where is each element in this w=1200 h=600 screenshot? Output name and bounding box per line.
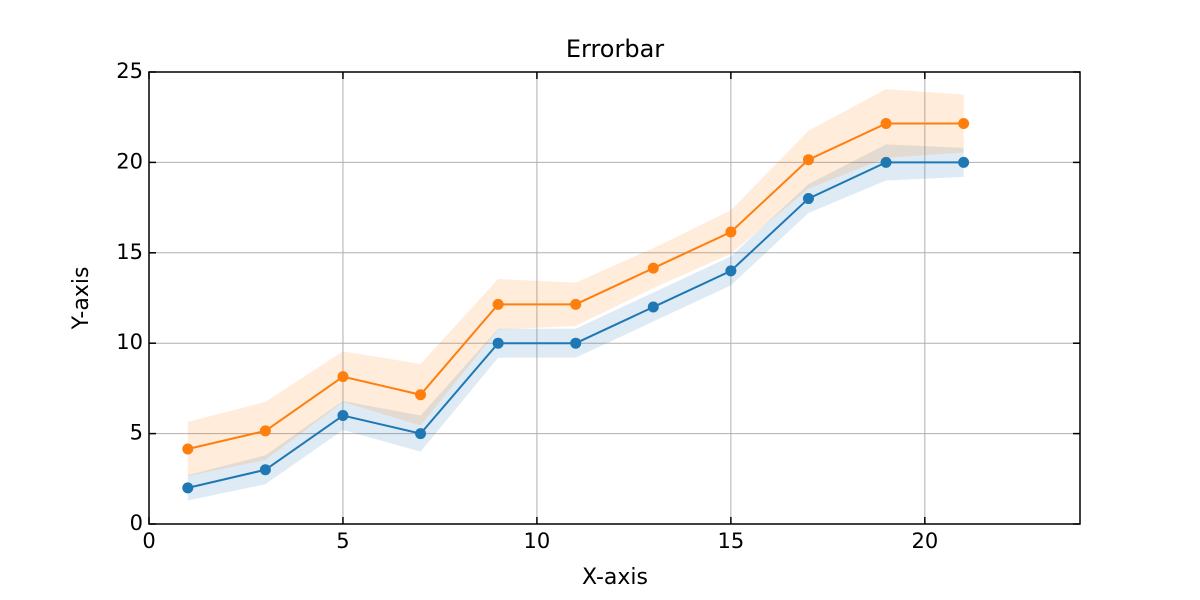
- data-point: [802, 193, 814, 205]
- data-point: [259, 425, 271, 437]
- data-point: [492, 298, 504, 310]
- data-point: [958, 118, 970, 130]
- data-point: [647, 262, 659, 274]
- data-point: [492, 337, 504, 349]
- chart-title: Errorbar: [566, 35, 664, 63]
- data-point: [880, 156, 892, 168]
- data-point: [802, 154, 814, 166]
- y-tick-label: 0: [130, 511, 143, 535]
- x-tick-label: 10: [524, 529, 551, 553]
- y-tick-label: 15: [116, 240, 143, 264]
- data-point: [880, 118, 892, 130]
- x-tick-label: 5: [336, 529, 349, 553]
- y-tick-label: 10: [116, 330, 143, 354]
- data-point: [725, 226, 737, 238]
- data-point: [570, 337, 582, 349]
- data-point: [337, 410, 349, 422]
- y-axis-label: Y-axis: [69, 267, 94, 331]
- data-point: [415, 428, 427, 440]
- x-tick-label: 15: [718, 529, 745, 553]
- error-band: [187, 89, 964, 477]
- data-point: [182, 482, 194, 494]
- y-tick-label: 20: [116, 149, 143, 173]
- x-tick-label: 20: [911, 529, 938, 553]
- data-point: [415, 389, 427, 401]
- x-axis-label: X-axis: [582, 565, 648, 590]
- data-point: [725, 265, 737, 277]
- x-tick-label: 0: [142, 529, 155, 553]
- data-point: [182, 443, 194, 455]
- y-tick-label: 25: [116, 59, 143, 83]
- data-point: [958, 156, 970, 168]
- data-point: [570, 298, 582, 310]
- data-point: [647, 301, 659, 313]
- data-point: [337, 371, 349, 383]
- data-point: [259, 464, 271, 476]
- plot-frame: [148, 71, 1081, 525]
- y-tick-label: 5: [130, 421, 143, 445]
